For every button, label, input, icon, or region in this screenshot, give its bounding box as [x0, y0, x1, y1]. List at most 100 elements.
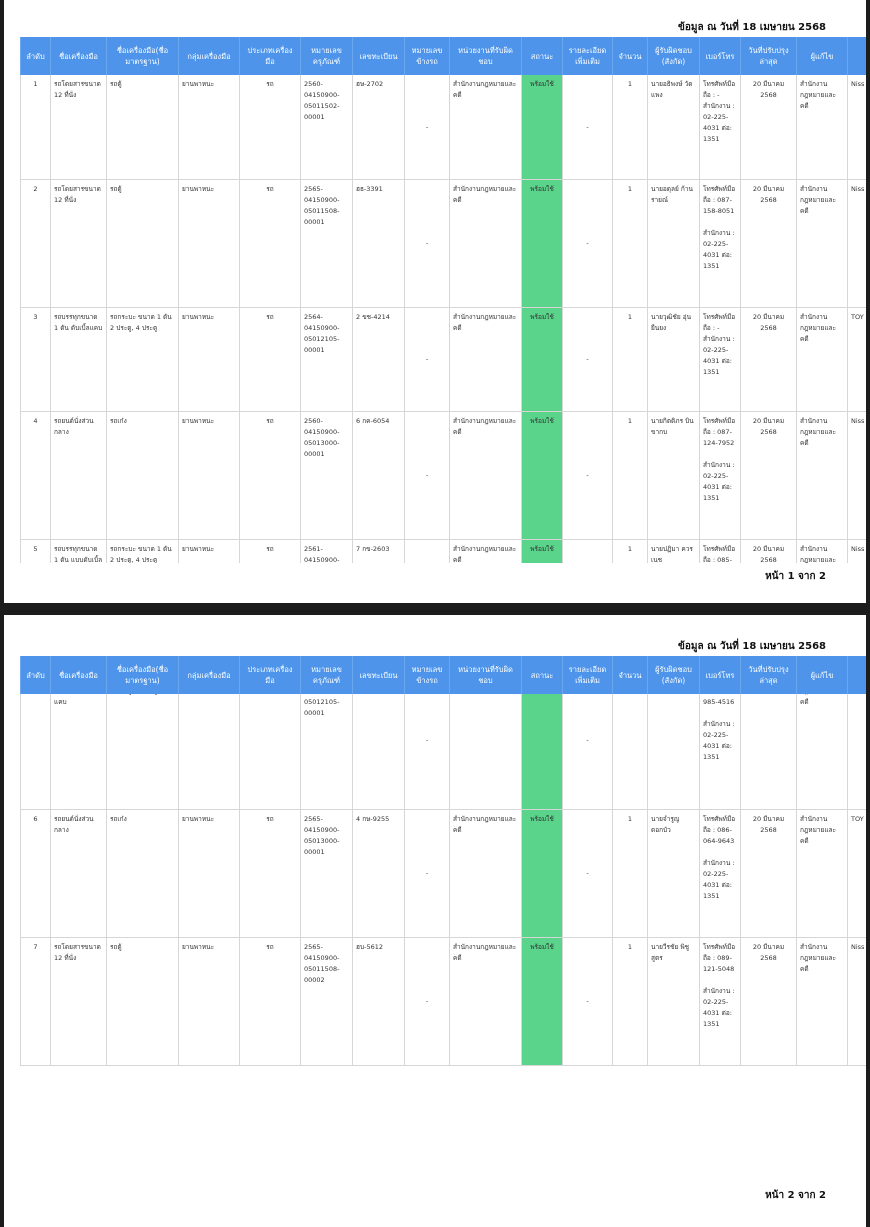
table-cell: รถ — [239, 810, 300, 937]
table-cell: 7 กข-2603 — [352, 694, 404, 809]
table-cell: นายวุฒิชัย อุ่นยืนยง — [647, 308, 699, 411]
table-cell: โทรศัพท์มือถือ : 085-985-4516 สำนักงาน :… — [699, 694, 740, 809]
table-cell: - — [404, 75, 449, 179]
table-cell: รถเก๋ง — [106, 412, 178, 539]
table-cell: รถบรรทุกขนาด 1 ตัน ดับเบิ้ลแคบ — [50, 308, 106, 411]
table-cell: โทรศัพท์มือถือ : 087-124-7952 สำนักงาน :… — [699, 412, 740, 539]
table-row: 3 รถบรรทุกขนาด 1 ตัน ดับเบิ้ลแคบ รถกระบะ ข… — [20, 308, 866, 412]
header-cell: ประเภทเครื่องมือ — [239, 37, 300, 75]
table-cell: - — [562, 75, 612, 179]
table-cell: นายปฏิมา ควรเนช — [647, 694, 699, 809]
header-cell: ผู้แก้ไข — [796, 656, 847, 694]
status-cell: พร้อมใช้ — [521, 694, 562, 809]
table-cell: 4 กษ-9255 — [352, 810, 404, 937]
header-cell: รายละเอียดเพิ่มเติม — [562, 37, 612, 75]
header-cell: กลุ่มเครื่องมือ — [178, 37, 239, 75]
table-cell: Niss — [847, 540, 866, 563]
table-cell: 20 มีนาคม 2568 — [740, 308, 796, 411]
table-cell: - — [562, 938, 612, 1065]
table-cell: 1 — [612, 810, 647, 937]
table-cell: - — [404, 180, 449, 307]
table: ลำดับ ชื่อเครื่องมือ ชื่อเครื่องมือ(ชื่อมา… — [20, 37, 866, 563]
header-cell: หมายเลขครุภัณฑ์ — [300, 37, 352, 75]
table-cell: 2 — [20, 180, 50, 307]
table-cell: สำนักงานกฎหมายและคดี — [449, 810, 521, 937]
table-cell: รถกระบะ ขนาด 1 ตัน 2 ประตู, 4 ประตู — [106, 540, 178, 563]
header-cell: ผู้รับผิดชอบ (สังกัด) — [647, 37, 699, 75]
header-cell: รายละเอียดเพิ่มเติม — [562, 656, 612, 694]
table-cell: TOY — [847, 810, 866, 937]
page-footer: หน้า 1 จาก 2 — [765, 571, 826, 582]
table: ลำดับ ชื่อเครื่องมือ ชื่อเครื่องมือ(ชื่อมา… — [20, 656, 866, 1066]
table-cell: 6 — [20, 810, 50, 937]
table-cell: - — [562, 308, 612, 411]
header-cell: หน่วยงานที่รับผิดชอบ — [449, 656, 521, 694]
table-cell: Niss — [847, 694, 866, 809]
table-cell: 3 — [20, 308, 50, 411]
table-cell: สำนักงานกฎหมายและคดี — [449, 694, 521, 809]
table-cell: นายอดุลย์ ก้านรายณ์ — [647, 180, 699, 307]
table-cell: 1 — [612, 75, 647, 179]
header-cell: กลุ่มเครื่องมือ — [178, 656, 239, 694]
table-cell: สำนักงานกฎหมายและคดี — [449, 938, 521, 1065]
table-cell: 7 — [20, 938, 50, 1065]
table-row: 7 รถโดยสารขนาด 12 ที่นั่ง รถตู้ ยานพาหนะ รถ 2… — [20, 938, 866, 1066]
table-cell: รถกระบะ ขนาด 1 ตัน 2 ประตู, 4 ประตู — [106, 694, 178, 809]
table-cell: - — [404, 412, 449, 539]
table-cell: 2561-04150900-05012105-00001 — [300, 540, 352, 563]
table-cell: สำนักงานกฎหมายและคดี — [449, 540, 521, 563]
table-cell: รถ — [239, 694, 300, 809]
header-cell: หมายเลขข้างรถ — [404, 656, 449, 694]
header-cell: เลขทะเบียน — [352, 656, 404, 694]
table-cell: รถ — [239, 75, 300, 179]
header-cell: จำนวน — [612, 37, 647, 75]
table-cell: สำนักงานกฎหมายและคดี — [449, 308, 521, 411]
table-cell: ยานพาหนะ — [178, 938, 239, 1065]
table-cell: รถตู้ — [106, 180, 178, 307]
header-cell: ชื่อเครื่องมือ — [50, 656, 106, 694]
page: ข้อมูล ณ วันที่ 18 เมษายน 2568 ลำดับ ชื่อ… — [4, 0, 866, 603]
header-cell: สถานะ — [521, 656, 562, 694]
table-cell: รถยนต์นั่งส่วนกลาง — [50, 412, 106, 539]
table-cell: รถ — [239, 938, 300, 1065]
table-cell: ยานพาหนะ — [178, 180, 239, 307]
table-cell: นายกิตติภร บินขากบ — [647, 412, 699, 539]
table-cell: - — [404, 694, 449, 809]
table-cell: - — [404, 540, 449, 563]
table-cell: สำนักงานกฎหมายและคดี — [796, 308, 847, 411]
table-cell: รถ — [239, 412, 300, 539]
header-cell — [847, 656, 866, 694]
table-cell: ฮบ-5612 — [352, 938, 404, 1065]
status-cell: พร้อมใช้ — [521, 810, 562, 937]
table-cell: 20 มีนาคม 2568 — [740, 938, 796, 1065]
table-cell: รถ — [239, 180, 300, 307]
table-cell: รถกระบะ ขนาด 1 ตัน 2 ประตู, 4 ประตู — [106, 308, 178, 411]
table-cell: Niss — [847, 75, 866, 179]
date-note: ข้อมูล ณ วันที่ 18 เมษายน 2568 — [678, 22, 826, 33]
table-cell: โทรศัพท์มือถือ : 086-064-9643 สำนักงาน :… — [699, 810, 740, 937]
table-cell: รถยนต์นั่งส่วนกลาง — [50, 810, 106, 937]
table-cell: 1 — [612, 412, 647, 539]
table-cell: สำนักงานกฎหมายและคดี — [796, 180, 847, 307]
table-cell: 2565-04150900-05011508-00002 — [300, 938, 352, 1065]
table-cell: - — [562, 180, 612, 307]
page: ข้อมูล ณ วันที่ 18 เมษายน 2568 ลำดับ ชื่อ… — [4, 615, 866, 1227]
table-cell: TOY — [847, 308, 866, 411]
table-cell: 20 มีนาคม 2568 — [740, 540, 796, 563]
table-cell: 7 กข-2603 — [352, 540, 404, 563]
header-row: ลำดับ ชื่อเครื่องมือ ชื่อเครื่องมือ(ชื่อมา… — [20, 37, 866, 75]
table-cell: 2565-04150900-05013000-00001 — [300, 810, 352, 937]
table-cell: 6 กค-6054 — [352, 412, 404, 539]
table-cell: สำนักงานกฎหมายและคดี — [449, 412, 521, 539]
table-cell: 2 ขช-4214 — [352, 308, 404, 411]
header-cell: ประเภทเครื่องมือ — [239, 656, 300, 694]
table-cell: รถเก๋ง — [106, 810, 178, 937]
table-cell: รถตู้ — [106, 75, 178, 179]
table-cell: สำนักงานกฎหมายและคดี — [796, 412, 847, 539]
table-cell: สำนักงานกฎหมายและคดี — [449, 75, 521, 179]
